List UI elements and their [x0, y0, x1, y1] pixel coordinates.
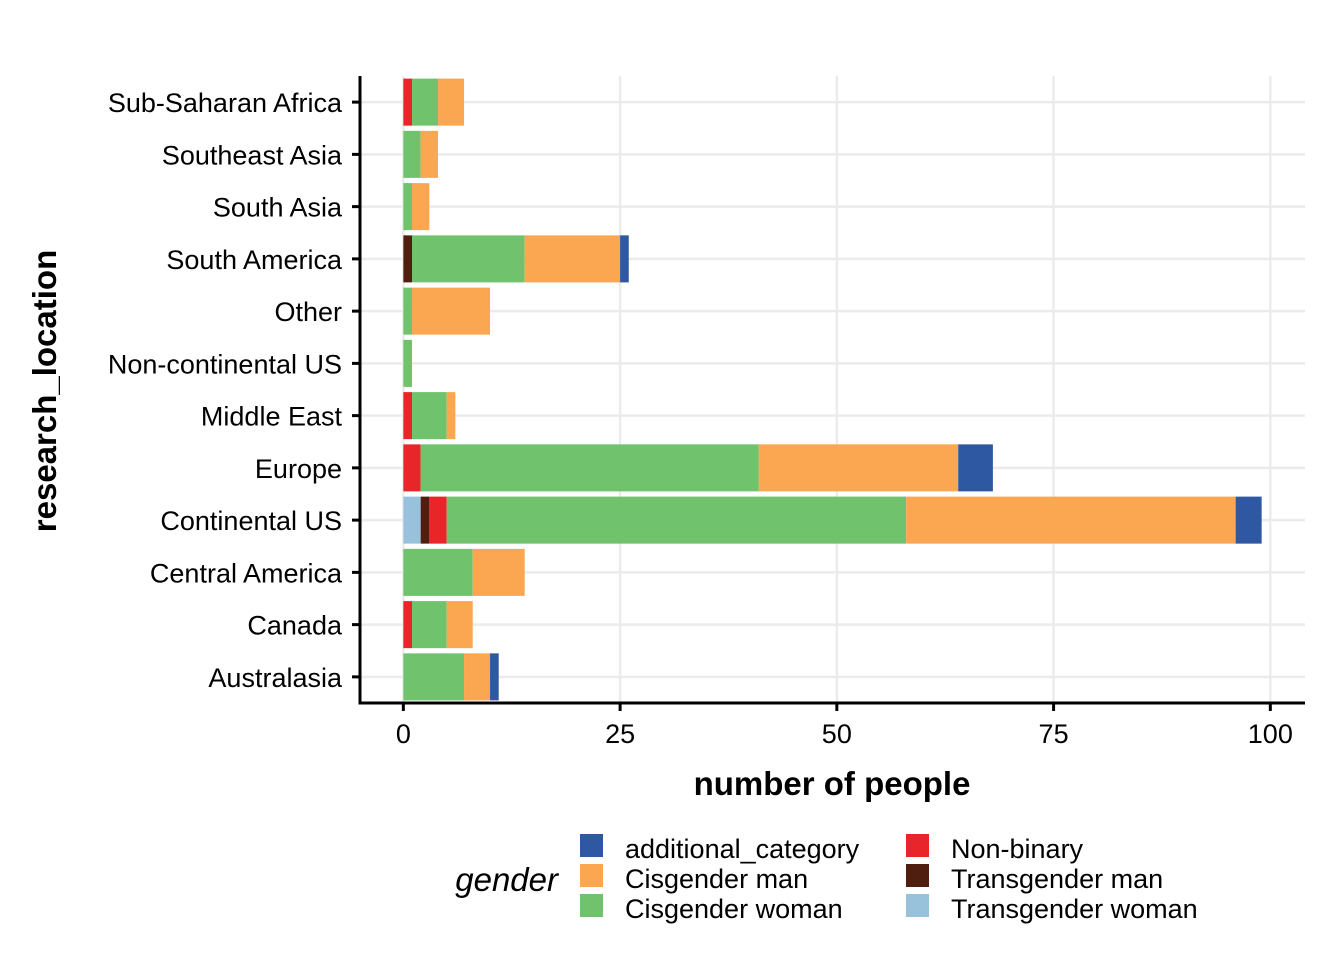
y-tick-label: Non-continental US — [108, 349, 342, 379]
y-tick-label: Australasia — [208, 663, 343, 693]
bar-segment — [403, 653, 465, 701]
x-tick-label: 50 — [822, 719, 852, 749]
bar-segment — [1235, 496, 1262, 544]
legend-label: Non-binary — [951, 834, 1084, 864]
bar-segment — [412, 235, 525, 283]
bar-segment — [524, 235, 621, 283]
bar-segment — [412, 392, 447, 440]
bar-segment — [420, 496, 430, 544]
bar-segment — [403, 548, 473, 596]
bar-segment — [403, 183, 413, 231]
bars — [403, 78, 1262, 701]
bar-segment — [420, 444, 759, 492]
bar-segment — [490, 653, 499, 701]
y-tick-label: Middle East — [201, 402, 343, 432]
y-tick-label: Continental US — [160, 506, 342, 536]
x-tick-label: 75 — [1039, 719, 1069, 749]
grid — [360, 76, 1305, 703]
y-tick-label: Other — [274, 297, 342, 327]
bar-segment — [403, 287, 413, 335]
bar-segment — [758, 444, 959, 492]
y-tick-label: Sub-Saharan Africa — [108, 88, 343, 118]
bar-segment — [412, 183, 430, 231]
legend-label: Cisgender woman — [625, 894, 843, 924]
y-tick-label: Southeast Asia — [162, 140, 343, 170]
legend-label: additional_category — [625, 834, 860, 864]
legend-key — [906, 894, 929, 917]
y-tick-label: South America — [166, 245, 343, 275]
bar-segment — [446, 601, 473, 649]
tick-labels: 0 25 50 75 100 Australasia Canada Central Ameri… — [108, 88, 1293, 749]
bar-segment — [906, 496, 1236, 544]
legend-key — [906, 834, 929, 857]
bar-segment — [420, 130, 439, 178]
y-axis-title: research_location — [26, 250, 63, 532]
bar-segment — [464, 653, 491, 701]
bar-segment — [403, 130, 421, 178]
bar-segment — [620, 235, 629, 283]
legend-label: Transgender woman — [951, 894, 1198, 924]
bar-segment — [403, 339, 413, 387]
legend-label: Transgender man — [951, 864, 1163, 894]
bar-segment — [438, 78, 465, 126]
legend-label: Cisgender man — [625, 864, 808, 894]
y-tick-label: Canada — [247, 611, 343, 641]
bar-segment — [403, 78, 413, 126]
bar-segment — [403, 601, 413, 649]
bar-segment — [472, 548, 525, 596]
bar-segment — [403, 496, 421, 544]
bar-segment — [958, 444, 993, 492]
legend-key — [906, 864, 929, 887]
bar-segment — [446, 496, 907, 544]
bar-segment — [412, 78, 439, 126]
bar-segment — [429, 496, 447, 544]
x-tick-label: 25 — [605, 719, 635, 749]
y-tick-label: Europe — [255, 454, 342, 484]
legend-key — [580, 864, 603, 887]
legend-key — [580, 834, 603, 857]
bar-segment — [403, 444, 421, 492]
y-tick-label: South Asia — [213, 193, 343, 223]
bar-segment — [403, 392, 413, 440]
bar-segment — [412, 287, 491, 335]
axes — [352, 76, 1305, 711]
y-tick-label: Central America — [150, 558, 343, 588]
bar-segment — [446, 392, 456, 440]
legend-key — [580, 894, 603, 917]
bar-segment — [412, 601, 447, 649]
x-tick-label: 100 — [1248, 719, 1293, 749]
x-axis-title: number of people — [694, 765, 971, 802]
x-tick-label: 0 — [396, 719, 411, 749]
legend-title: gender — [455, 861, 560, 898]
bar-segment — [403, 235, 413, 283]
